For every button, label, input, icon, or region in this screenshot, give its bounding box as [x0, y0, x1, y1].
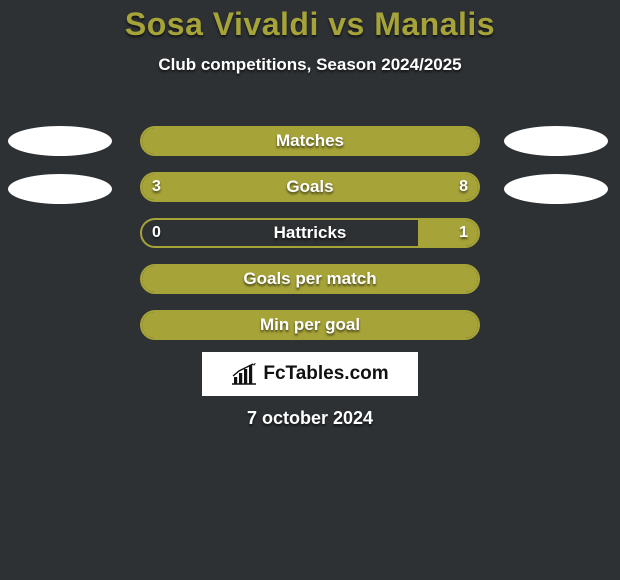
stat-row: 38Goals [0, 164, 620, 210]
player-marker-left [8, 126, 112, 156]
subtitle: Club competitions, Season 2024/2025 [0, 55, 620, 75]
logo-box: FcTables.com [202, 352, 418, 396]
player-marker-left [8, 174, 112, 204]
stat-row: 01Hattricks [0, 210, 620, 256]
player-marker-right [504, 126, 608, 156]
stat-bar-fill-left [142, 266, 478, 292]
stat-rows: Matches 38Goals 01Hattricks Goals per match… [0, 118, 620, 348]
stat-bar-fill-left [142, 128, 478, 154]
bar-chart-icon [231, 363, 257, 385]
date-text: 7 october 2024 [0, 408, 620, 429]
comparison-infographic: Sosa Vivaldi vs Manalis Club competition… [0, 0, 620, 580]
stat-value-left: 0 [142, 220, 171, 246]
stat-bar: 01Hattricks [140, 218, 480, 248]
stat-bar: Min per goal [140, 310, 480, 340]
stat-bar: Goals per match [140, 264, 480, 294]
logo-text: FcTables.com [263, 363, 388, 385]
page-title: Sosa Vivaldi vs Manalis [0, 0, 620, 43]
stat-bar-fill-right [233, 174, 478, 200]
stat-bar-fill-left [142, 174, 233, 200]
stat-row: Goals per match [0, 256, 620, 302]
stat-row: Min per goal [0, 302, 620, 348]
stat-bar: Matches [140, 126, 480, 156]
stat-bar-fill-left [142, 312, 478, 338]
stat-bar-fill-right [418, 220, 478, 246]
stat-bar: 38Goals [140, 172, 480, 202]
player-marker-right [504, 174, 608, 204]
stat-row: Matches [0, 118, 620, 164]
